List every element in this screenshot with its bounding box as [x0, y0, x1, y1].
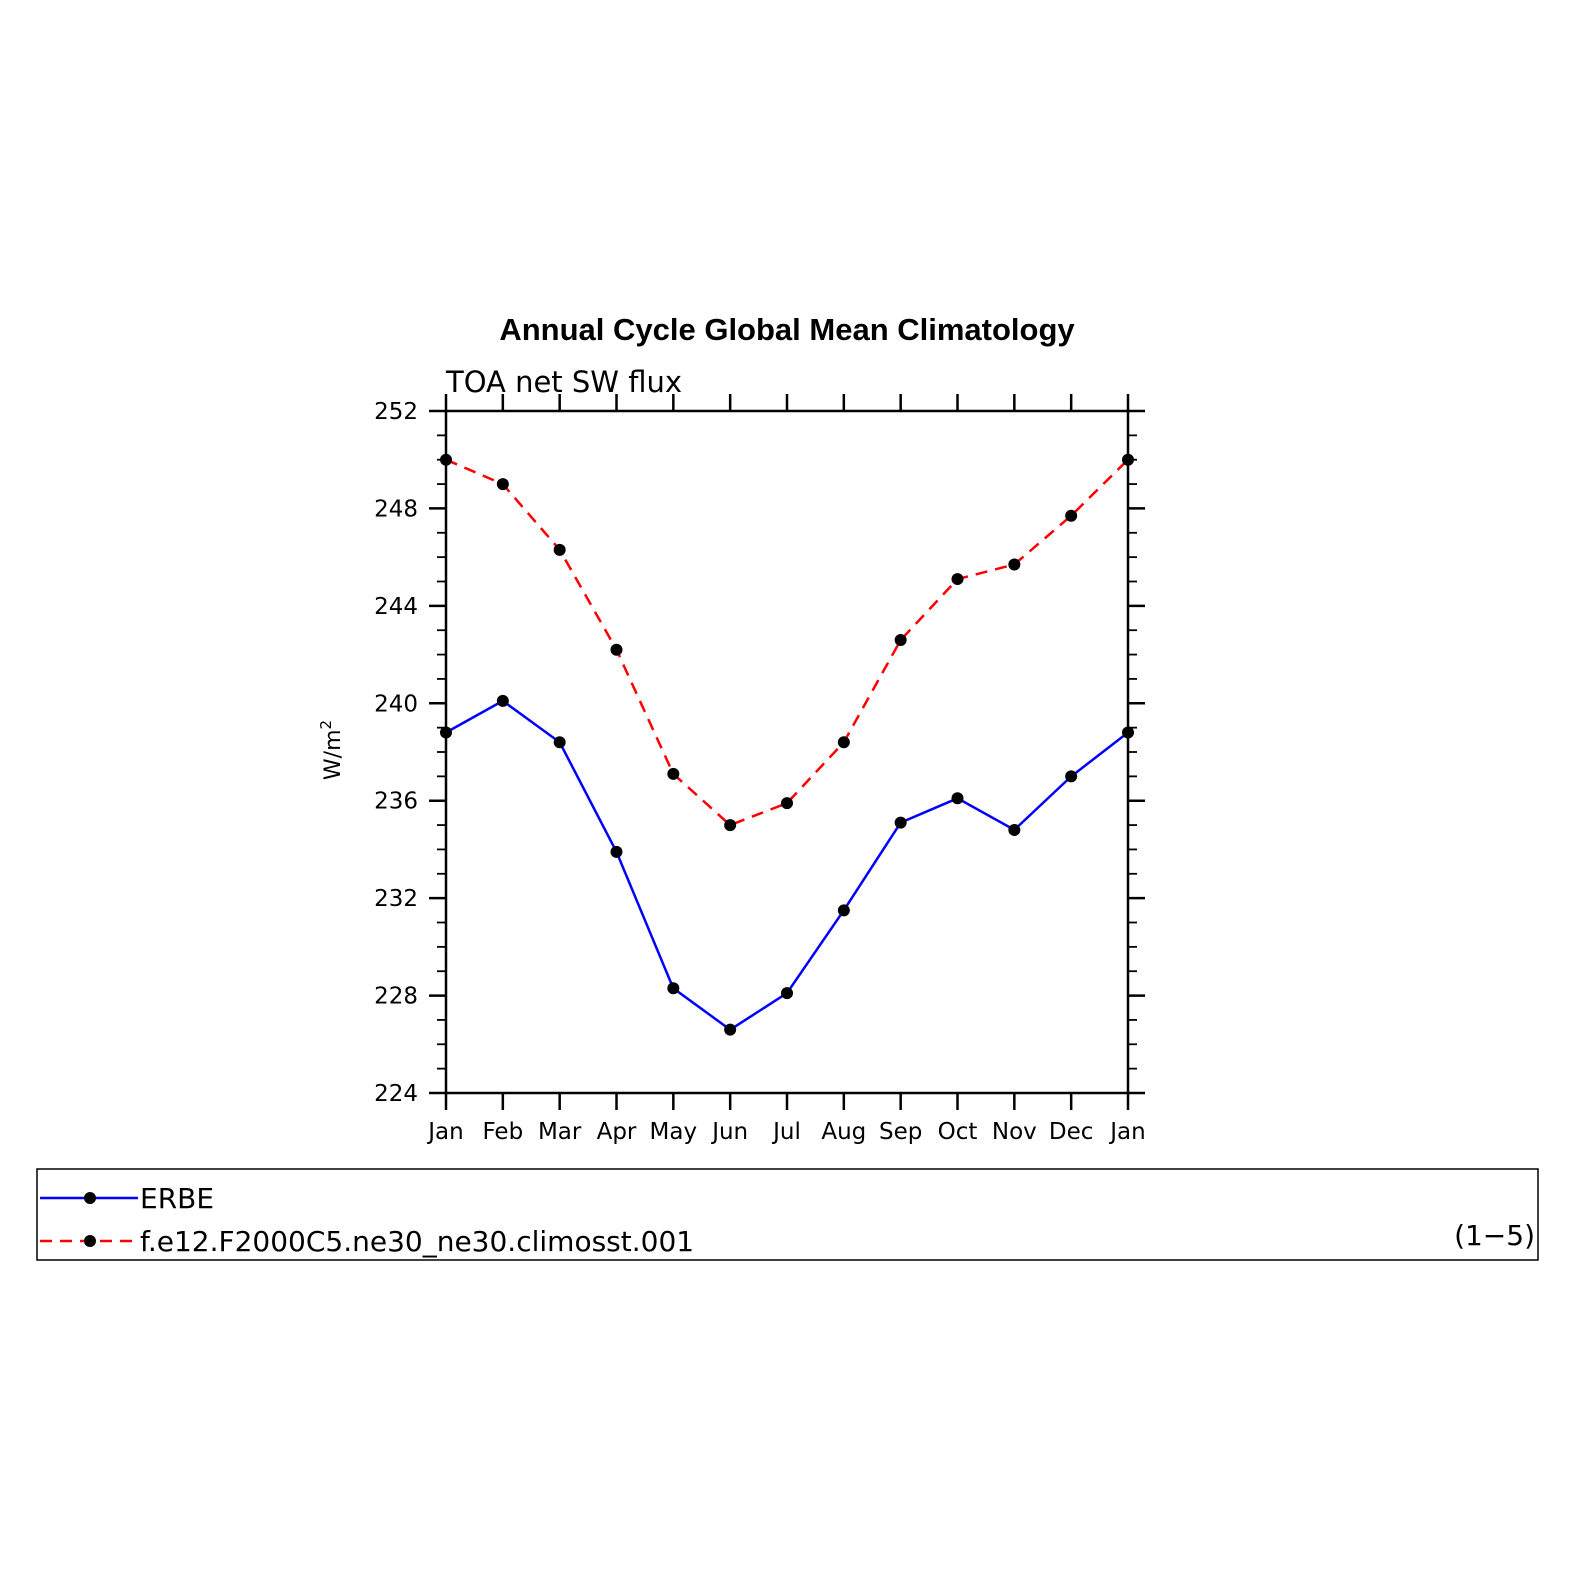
series-1-point: [1122, 726, 1134, 739]
legend-marker-1: [84, 1192, 96, 1204]
series-1-point: [1065, 770, 1078, 783]
series-layer: [440, 453, 1134, 1036]
x-tick-label: Apr: [597, 1119, 637, 1145]
series-1-point: [1008, 823, 1021, 836]
legend-label-2: f.e12.F2000C5.ne30_ne30.climosst.001: [140, 1225, 694, 1258]
y-axis-label-unit: W/m: [321, 729, 346, 780]
y-tick-label: 252: [374, 399, 418, 425]
series-2-point: [781, 797, 793, 810]
x-tick-label: May: [650, 1119, 698, 1145]
y-axis-label: W/m2: [317, 720, 346, 780]
y-tick-label: 236: [374, 789, 418, 815]
series-2-point: [610, 643, 623, 656]
series-2-point: [553, 543, 566, 556]
legend-label-1: ERBE: [140, 1182, 214, 1215]
x-tick-label: Jan: [1108, 1119, 1145, 1145]
series-2-point: [440, 453, 452, 466]
x-tick-label: Oct: [938, 1119, 978, 1145]
y-tick-label: 228: [374, 984, 418, 1010]
series-2-point: [837, 736, 850, 749]
x-tick-label: Aug: [821, 1119, 866, 1145]
legend-box: [36, 1168, 1539, 1261]
series-1-point: [951, 792, 964, 805]
series-1-point: [894, 816, 907, 829]
series-1-point: [553, 736, 566, 749]
series-2-point: [724, 819, 737, 832]
series-2-point: [667, 767, 680, 780]
chart-subtitle: TOA net SW flux: [445, 365, 682, 399]
legend-note: (1−5): [1454, 1219, 1535, 1252]
series-1-point: [724, 1023, 737, 1036]
x-tick-label: Jun: [710, 1119, 748, 1145]
y-axis: 224 228 232 236 240 244 248 252: [374, 399, 1145, 1107]
x-tick-label: Jul: [771, 1119, 801, 1145]
x-tick-label: Sep: [879, 1119, 922, 1145]
series-1-point: [440, 726, 452, 739]
series-2-point: [496, 478, 509, 491]
series-1-point: [610, 845, 623, 858]
legend: ERBE f.e12.F2000C5.ne30_ne30.climosst.001…: [36, 1168, 1539, 1261]
series-1-point: [496, 694, 509, 707]
series-2-point: [1008, 558, 1021, 571]
legend-marker-2: [84, 1235, 96, 1247]
y-tick-label: 244: [374, 594, 418, 620]
series-2-point: [951, 573, 964, 586]
y-tick-label: 232: [374, 886, 418, 912]
x-tick-label: Dec: [1049, 1119, 1094, 1145]
y-tick-label: 224: [374, 1081, 418, 1107]
chart-title: Annual Cycle Global Mean Climatology: [499, 312, 1075, 347]
series-line-2: [445, 458, 1129, 827]
y-tick-label: 248: [374, 496, 418, 522]
y-axis-label-superscript: 2: [317, 720, 335, 730]
x-tick-label: Nov: [992, 1119, 1037, 1145]
series-1-point: [781, 987, 793, 1000]
series-2-point: [1122, 453, 1134, 466]
series-line-1: [445, 699, 1129, 1032]
y-tick-label: 240: [374, 691, 418, 717]
x-tick-label: Feb: [482, 1119, 523, 1145]
x-tick-label: Jan: [426, 1119, 463, 1145]
series-1-point: [837, 904, 850, 917]
x-axis: Jan Feb Mar Apr May Jun Jul Aug Sep Oct Nov Dec Jan: [426, 394, 1146, 1145]
series-2-point: [894, 633, 907, 646]
series-1-point: [667, 982, 680, 995]
series-2-point: [1065, 509, 1078, 522]
x-tick-label: Mar: [538, 1119, 582, 1145]
